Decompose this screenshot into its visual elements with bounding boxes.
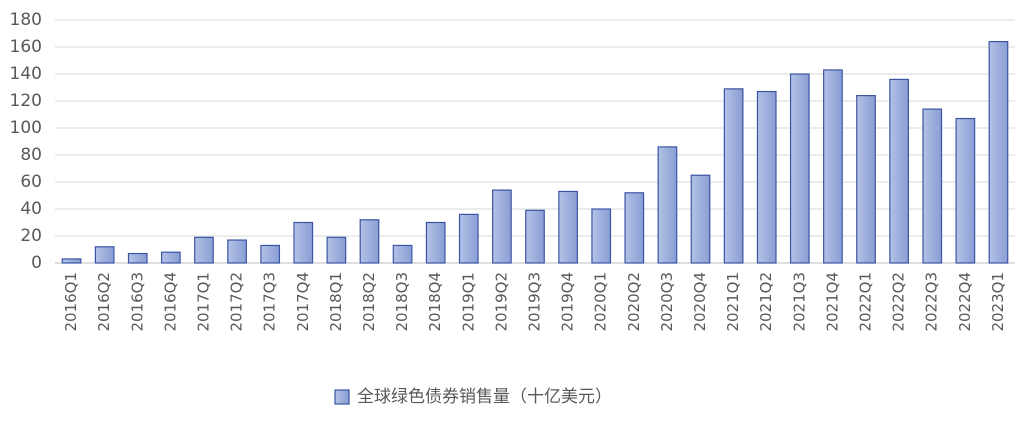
- bar: [492, 189, 512, 264]
- bar: [988, 40, 1009, 264]
- x-tick-label: 2017Q2: [228, 272, 246, 332]
- y-tick-label: 0: [31, 253, 42, 273]
- x-tick-label: 2018Q4: [426, 272, 444, 332]
- bar: [458, 213, 479, 264]
- x-tick-label: 2019Q3: [526, 272, 544, 332]
- y-tick-label: 100: [10, 118, 42, 138]
- bar: [359, 219, 380, 264]
- y-tick-label: 40: [20, 199, 42, 219]
- x-tick-label: 2019Q1: [459, 272, 477, 332]
- y-tick-label: 60: [20, 172, 42, 192]
- y-tick-label: 120: [10, 91, 42, 111]
- x-tick-label: 2018Q1: [327, 272, 345, 332]
- x-tick-label: 2023Q1: [989, 272, 1007, 332]
- bar: [856, 94, 876, 264]
- legend-label: 全球绿色债券销售量（十亿美元）: [357, 387, 612, 407]
- x-tick-label: 2020Q1: [592, 272, 610, 332]
- bar: [293, 221, 314, 264]
- x-tick-label: 2018Q2: [360, 272, 378, 332]
- legend-swatch: [334, 389, 350, 405]
- bar: [789, 73, 810, 264]
- bar: [756, 90, 777, 264]
- bar: [955, 117, 976, 264]
- bar: [922, 108, 943, 264]
- x-tick-label: 2016Q1: [62, 272, 80, 332]
- x-tick-label: 2021Q2: [757, 272, 775, 332]
- x-tick-label: 2022Q1: [857, 272, 875, 332]
- bar: [624, 192, 645, 264]
- x-tick-label: 2016Q2: [95, 272, 113, 332]
- x-tick-label: 2017Q1: [194, 272, 212, 332]
- bar: [425, 221, 446, 264]
- x-tick-label: 2020Q2: [625, 272, 643, 332]
- bar: [94, 246, 115, 264]
- x-tick-label: 2021Q4: [823, 272, 841, 332]
- bar: [326, 236, 347, 264]
- bar: [525, 209, 545, 264]
- bar: [227, 239, 247, 264]
- bar: [194, 236, 214, 264]
- x-tick-label: 2020Q4: [691, 272, 709, 332]
- x-tick-label: 2022Q4: [956, 272, 974, 332]
- x-tick-label: 2018Q3: [393, 272, 411, 332]
- bar: [591, 208, 612, 264]
- x-tick-label: 2017Q3: [261, 272, 279, 332]
- bar: [160, 251, 181, 264]
- bar: [823, 69, 843, 264]
- bar: [690, 174, 711, 264]
- y-tick-label: 80: [20, 145, 42, 165]
- bar: [558, 190, 578, 264]
- bar: [260, 244, 281, 264]
- x-tick-label: 2022Q2: [890, 272, 908, 332]
- y-tick-label: 20: [20, 226, 42, 246]
- x-tick-label: 2021Q1: [724, 272, 742, 332]
- bar: [889, 78, 910, 264]
- y-tick-label: 160: [10, 37, 42, 57]
- x-tick-label: 2022Q3: [923, 272, 941, 332]
- bar: [723, 88, 744, 264]
- bar: [127, 252, 148, 264]
- x-tick-label: 2016Q4: [161, 272, 179, 332]
- x-tick-label: 2021Q3: [790, 272, 808, 332]
- y-tick-label: 140: [10, 64, 42, 84]
- bar: [61, 258, 82, 264]
- x-tick-label: 2020Q3: [658, 272, 676, 332]
- y-tick-label: 180: [10, 10, 42, 30]
- bar: [657, 146, 678, 264]
- x-tick-label: 2019Q2: [492, 272, 510, 332]
- x-tick-label: 2019Q4: [559, 272, 577, 332]
- x-tick-label: 2017Q4: [294, 272, 312, 332]
- bar: [392, 244, 413, 264]
- x-tick-label: 2016Q3: [128, 272, 146, 332]
